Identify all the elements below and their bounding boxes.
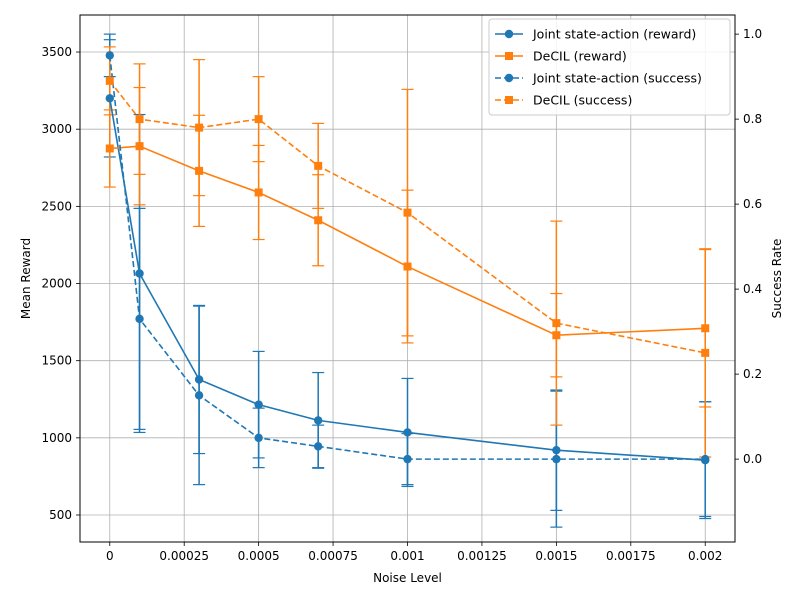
y-left-tick-label: 1000 [41, 431, 72, 445]
y-left-axis-ticks: 500 1000 1500 2000 2500 3000 3500 [41, 45, 80, 522]
data-point [403, 454, 412, 464]
y-left-tick-label: 2500 [41, 199, 72, 213]
data-point [195, 166, 204, 175]
x-axis-ticks: 0 0.00025 0.0005 0.00075 0.001 0.00125 0.0015 0… [106, 542, 722, 563]
data-point [135, 269, 144, 278]
data-point [254, 433, 263, 443]
data-point [254, 188, 263, 197]
data-point [194, 375, 204, 384]
y-left-tick-label: 2000 [41, 277, 72, 291]
series-line [109, 145, 706, 337]
data-point [135, 142, 144, 151]
x-tick-label: 0.0005 [238, 549, 280, 563]
data-point [135, 314, 144, 324]
x-axis-label: Noise Level [373, 571, 442, 585]
series-line [108, 98, 706, 462]
series-lines [108, 55, 706, 462]
data-point [254, 400, 263, 409]
legend-label: Joint state-action (success) [532, 71, 702, 86]
data-point [314, 161, 323, 170]
data-point [105, 94, 114, 103]
y-left-axis-label: Mean Reward [19, 238, 33, 319]
x-tick-label: 0.00075 [308, 549, 358, 563]
x-tick-label: 0.00025 [159, 549, 209, 563]
data-point [552, 445, 561, 455]
x-tick-label: 0.001 [390, 549, 424, 563]
legend: Joint state-action (reward) DeCIL (reward… [488, 18, 731, 116]
data-point [105, 51, 114, 60]
y-right-tick-label: 0.0 [743, 452, 762, 466]
x-tick-label: 0.00125 [457, 549, 507, 563]
data-point [135, 115, 144, 124]
y-right-tick-label: 0.8 [743, 112, 762, 126]
data-point [701, 324, 710, 333]
legend-label: DeCIL (success) [533, 93, 632, 108]
data-point [403, 262, 412, 271]
data-point [105, 144, 114, 153]
y-left-tick-label: 1500 [41, 354, 72, 368]
y-left-tick-label: 500 [49, 508, 72, 522]
data-point [701, 454, 710, 464]
legend-label: Joint state-action (reward) [532, 27, 696, 42]
legend-marker [505, 96, 513, 104]
data-point [314, 216, 323, 225]
y-left-tick-label: 3000 [41, 122, 72, 136]
data-point [403, 428, 412, 437]
y-right-tick-label: 0.2 [743, 367, 762, 381]
y-right-tick-label: 1.0 [743, 27, 762, 41]
legend-label: DeCIL (reward) [533, 49, 627, 64]
x-tick-label: 0.002 [688, 549, 722, 563]
legend-box [488, 18, 731, 116]
data-point [195, 123, 204, 132]
x-tick-label: 0 [106, 549, 114, 563]
y-right-tick-label: 0.6 [743, 197, 762, 211]
data-point [403, 208, 412, 217]
data-point [194, 391, 204, 400]
y-right-tick-label: 0.4 [743, 282, 762, 296]
data-point [313, 442, 323, 451]
series-line [109, 80, 706, 354]
data-point [701, 348, 710, 357]
data-point [552, 331, 561, 340]
y-right-axis-label: Success Rate [770, 239, 784, 319]
data-point [552, 319, 561, 328]
data-point [313, 416, 323, 425]
y-right-axis-ticks: 0.0 0.2 0.4 0.6 0.8 1.0 [735, 27, 762, 466]
data-point [105, 76, 114, 85]
legend-marker [504, 29, 514, 39]
x-tick-label: 0.00175 [606, 549, 656, 563]
data-point [254, 115, 263, 124]
series-line [108, 55, 706, 460]
series-markers [105, 51, 710, 465]
legend-marker [505, 52, 513, 60]
data-point [552, 454, 561, 464]
x-tick-label: 0.0015 [535, 549, 577, 563]
y-left-tick-label: 3500 [41, 45, 72, 59]
legend-marker [504, 73, 514, 83]
